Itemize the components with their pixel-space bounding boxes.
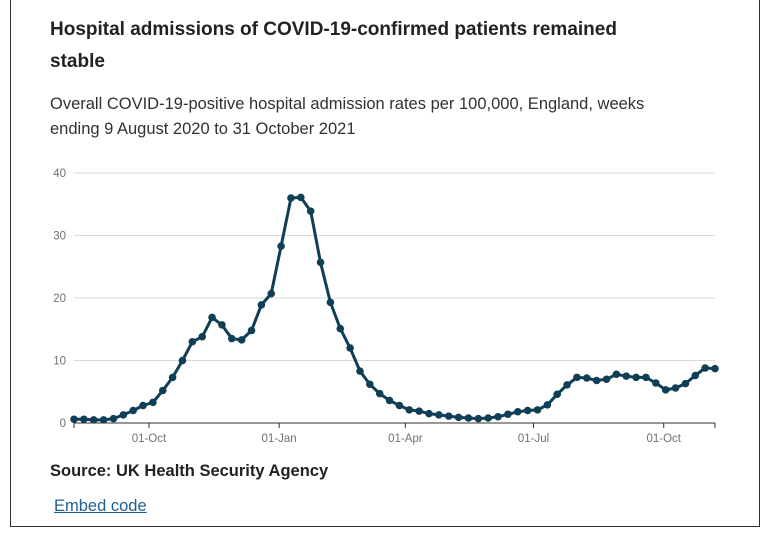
data-point bbox=[247, 326, 256, 335]
y-tick-label: 0 bbox=[60, 418, 66, 430]
data-point bbox=[326, 298, 335, 307]
data-point bbox=[80, 415, 88, 424]
data-point bbox=[237, 336, 246, 344]
data-point bbox=[671, 384, 680, 392]
y-tick-label: 30 bbox=[53, 231, 66, 243]
data-point bbox=[425, 409, 433, 418]
data-point bbox=[642, 373, 650, 382]
x-tick-label: 01-Jan bbox=[262, 433, 297, 445]
data-point bbox=[711, 364, 719, 373]
chart-frame bbox=[10, 0, 760, 527]
data-point bbox=[129, 406, 137, 415]
data-point bbox=[701, 364, 709, 372]
data-point bbox=[504, 410, 512, 419]
data-point bbox=[573, 373, 581, 382]
data-point bbox=[385, 396, 394, 405]
source-text: Source: UK Health Security Agency bbox=[50, 462, 329, 480]
data-point bbox=[336, 324, 345, 333]
x-tick-label: 01-Oct bbox=[646, 433, 681, 445]
data-point bbox=[158, 386, 167, 395]
data-point bbox=[218, 321, 226, 329]
data-point bbox=[543, 401, 552, 409]
data-point bbox=[474, 414, 483, 423]
data-point bbox=[316, 258, 325, 267]
data-point bbox=[395, 401, 404, 410]
data-point bbox=[632, 373, 640, 382]
data-point bbox=[454, 413, 463, 422]
data-point bbox=[592, 376, 601, 385]
data-point bbox=[297, 193, 305, 202]
data-point bbox=[178, 356, 187, 365]
data-point bbox=[139, 401, 147, 410]
data-point bbox=[257, 301, 266, 309]
data-point bbox=[168, 373, 177, 382]
data-point bbox=[70, 415, 78, 424]
data-point bbox=[523, 406, 532, 415]
data-point bbox=[513, 407, 522, 416]
data-point bbox=[622, 372, 631, 380]
data-point bbox=[306, 207, 315, 215]
data-point bbox=[287, 194, 295, 202]
data-point bbox=[652, 379, 660, 387]
y-tick-label: 40 bbox=[53, 168, 66, 180]
data-point bbox=[533, 406, 542, 414]
data-point bbox=[435, 411, 443, 419]
data-point bbox=[612, 370, 621, 379]
embed-code-link[interactable]: Embed code bbox=[54, 497, 147, 515]
x-tick-label: 01-Apr bbox=[388, 433, 423, 445]
y-tick-label: 10 bbox=[53, 356, 66, 368]
data-point bbox=[375, 389, 384, 398]
data-point bbox=[484, 414, 492, 422]
data-point bbox=[691, 371, 700, 380]
data-point bbox=[405, 406, 414, 414]
line-chart: 0 10 20 30 40 01-Oct 01-Jan 01-Apr 01-Jul 01-Oct bbox=[53, 168, 719, 445]
data-point bbox=[583, 374, 591, 382]
data-point bbox=[267, 289, 276, 298]
data-point bbox=[109, 414, 118, 423]
data-point bbox=[188, 337, 197, 346]
chart-title: Hospital admissions of COVID-19-confirme… bbox=[50, 19, 617, 72]
data-point bbox=[602, 375, 611, 384]
data-point bbox=[356, 367, 364, 375]
series-line bbox=[74, 195, 716, 422]
data-point bbox=[208, 313, 216, 322]
data-point bbox=[494, 412, 502, 421]
data-point bbox=[661, 386, 670, 394]
data-point bbox=[277, 242, 285, 250]
data-point bbox=[415, 407, 423, 415]
data-point bbox=[681, 379, 690, 388]
data-point bbox=[119, 411, 128, 419]
data-point bbox=[366, 380, 374, 389]
y-tick-label: 20 bbox=[53, 293, 66, 305]
data-point bbox=[198, 332, 206, 341]
chart-subtitle: Overall COVID-19-positive hospital admis… bbox=[50, 95, 645, 138]
data-point bbox=[444, 412, 453, 420]
data-point bbox=[563, 381, 571, 389]
data-point bbox=[227, 334, 236, 343]
x-tick-label: 01-Oct bbox=[132, 433, 167, 445]
data-point bbox=[149, 398, 157, 407]
x-tick-label: 01-Jul bbox=[518, 433, 549, 445]
data-point bbox=[553, 390, 562, 399]
data-point bbox=[346, 344, 354, 352]
data-point bbox=[99, 416, 108, 424]
data-point bbox=[464, 414, 473, 422]
data-point bbox=[89, 416, 98, 424]
